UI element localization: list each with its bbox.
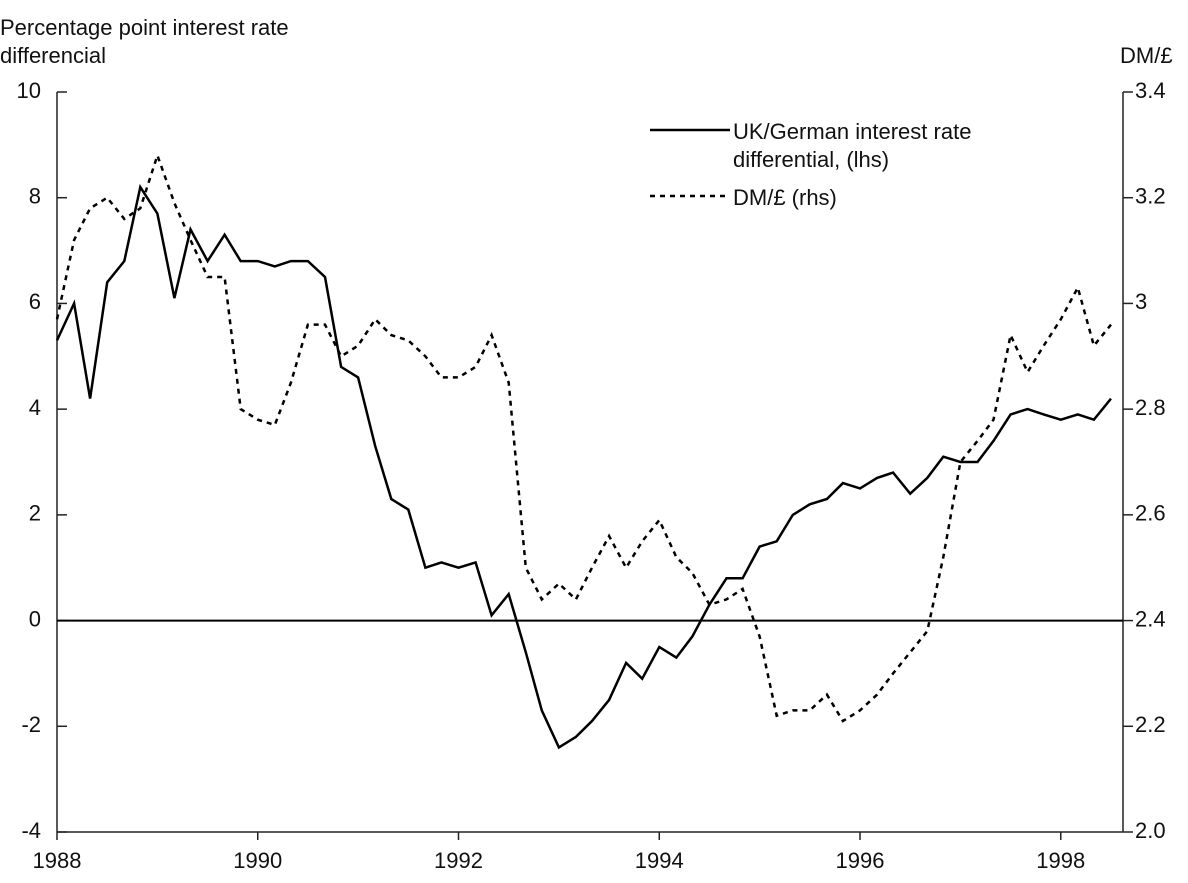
legend-label: DM/£ (rhs) xyxy=(733,185,837,210)
y-tick-label: -2 xyxy=(21,712,41,737)
y-tick-label: 4 xyxy=(29,395,41,420)
x-tick-label: 1996 xyxy=(836,848,885,873)
y-tick-label: 6 xyxy=(29,289,41,314)
y-tick-label: 0 xyxy=(29,606,41,631)
y-tick-label: 10 xyxy=(17,78,41,103)
x-tick-label: 1990 xyxy=(233,848,282,873)
y2-tick-label: 2.8 xyxy=(1135,395,1166,420)
x-tick-label: 1988 xyxy=(33,848,82,873)
y2-tick-label: 3.2 xyxy=(1135,184,1166,209)
y2-tick-label: 3.4 xyxy=(1135,78,1166,103)
y2-tick-label: 2.0 xyxy=(1135,818,1166,843)
series-line xyxy=(55,151,1112,723)
x-tick-label: 1994 xyxy=(635,848,684,873)
y2-tick-label: 2.2 xyxy=(1135,712,1166,737)
y-tick-label: -4 xyxy=(21,818,41,843)
x-tick-label: 1998 xyxy=(1036,848,1085,873)
legend-label: UK/German interest rate differential, (l… xyxy=(733,119,972,172)
y2-axis-label: DM/£ xyxy=(1120,43,1173,68)
series-line xyxy=(55,183,1112,750)
y2-tick-label: 2.4 xyxy=(1135,606,1166,631)
y-tick-label: 8 xyxy=(29,184,41,209)
y2-tick-label: 3 xyxy=(1135,289,1147,314)
y-tick-label: 2 xyxy=(29,501,41,526)
y2-tick-label: 2.6 xyxy=(1135,501,1166,526)
x-tick-label: 1992 xyxy=(434,848,483,873)
y-axis-label: Percentage point interest rate differenc… xyxy=(0,15,289,68)
